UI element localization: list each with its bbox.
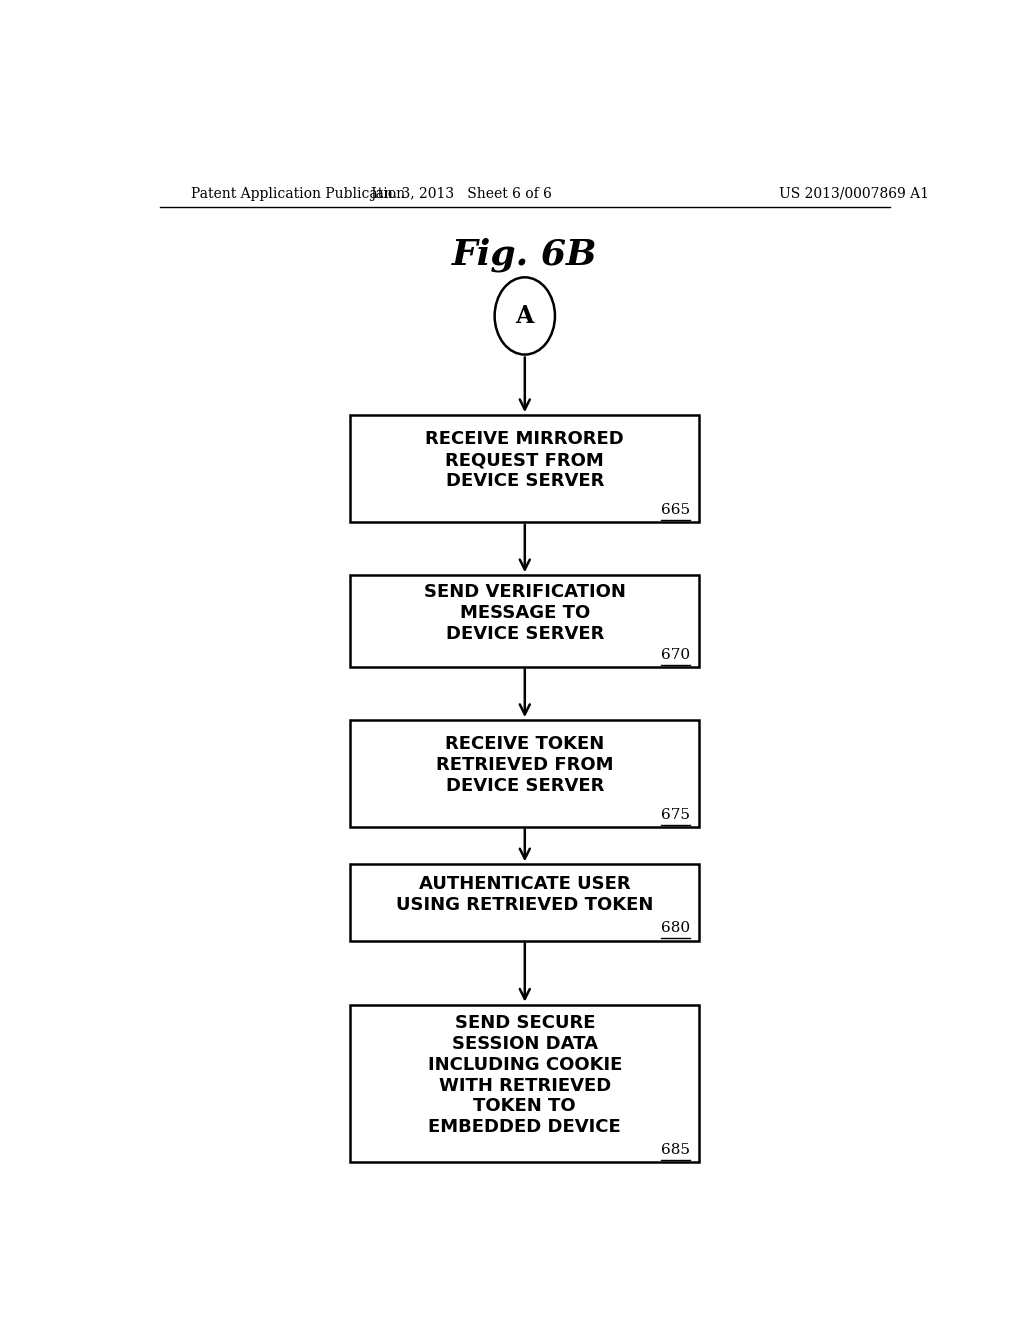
FancyBboxPatch shape [350,865,699,941]
Text: 675: 675 [660,808,690,821]
Text: US 2013/0007869 A1: US 2013/0007869 A1 [778,187,929,201]
Text: 680: 680 [660,921,690,936]
Text: 685: 685 [660,1143,690,1158]
Text: Jan. 3, 2013   Sheet 6 of 6: Jan. 3, 2013 Sheet 6 of 6 [371,187,552,201]
FancyBboxPatch shape [350,414,699,521]
Text: AUTHENTICATE USER
USING RETRIEVED TOKEN: AUTHENTICATE USER USING RETRIEVED TOKEN [396,875,653,913]
Text: SEND SECURE
SESSION DATA
INCLUDING COOKIE
WITH RETRIEVED
TOKEN TO
EMBEDDED DEVIC: SEND SECURE SESSION DATA INCLUDING COOKI… [428,1014,622,1137]
Text: A: A [516,304,534,327]
FancyBboxPatch shape [350,1005,699,1162]
Text: RECEIVE TOKEN
RETRIEVED FROM
DEVICE SERVER: RECEIVE TOKEN RETRIEVED FROM DEVICE SERV… [436,735,613,795]
Text: SEND VERIFICATION
MESSAGE TO
DEVICE SERVER: SEND VERIFICATION MESSAGE TO DEVICE SERV… [424,583,626,643]
Text: RECEIVE MIRRORED
REQUEST FROM
DEVICE SERVER: RECEIVE MIRRORED REQUEST FROM DEVICE SER… [425,430,625,490]
Text: Fig. 6B: Fig. 6B [452,238,598,272]
Text: 670: 670 [660,648,690,661]
FancyBboxPatch shape [350,719,699,826]
Text: 665: 665 [660,503,690,516]
FancyBboxPatch shape [350,576,699,667]
Text: Patent Application Publication: Patent Application Publication [191,187,406,201]
